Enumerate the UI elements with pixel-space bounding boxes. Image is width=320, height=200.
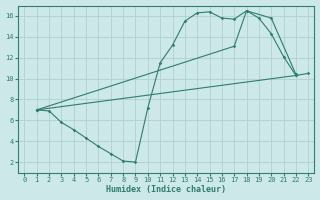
X-axis label: Humidex (Indice chaleur): Humidex (Indice chaleur) [106, 185, 226, 194]
